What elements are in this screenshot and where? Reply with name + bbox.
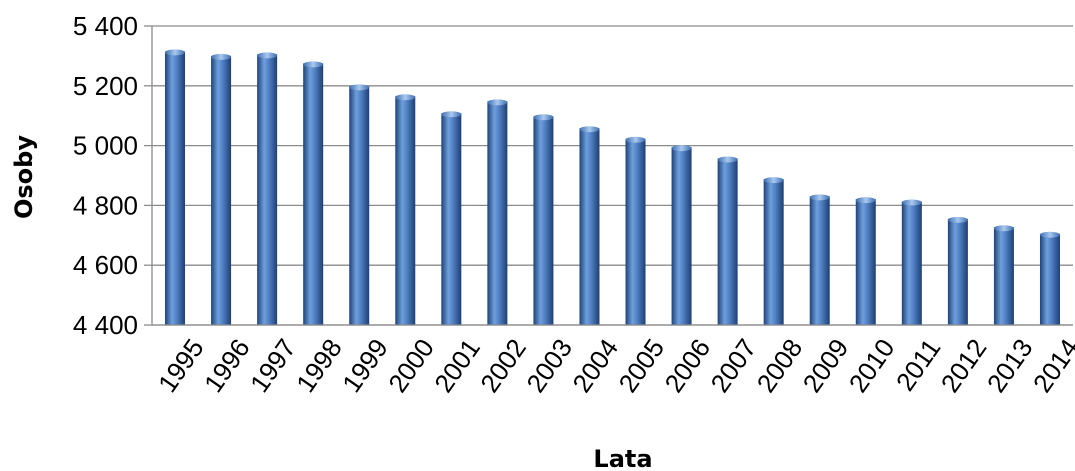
bar-cap — [441, 111, 462, 118]
bar-cap — [901, 199, 922, 206]
bar-cap — [763, 177, 784, 184]
x-tick-label: 2001 — [428, 333, 486, 398]
bar-body — [487, 101, 508, 326]
bar-cap — [395, 94, 416, 101]
gridlines — [152, 25, 1073, 326]
bar-body — [671, 147, 692, 325]
y-tick-label: 4 400 — [73, 310, 138, 340]
bar — [349, 84, 370, 325]
x-tick-label: 2009 — [797, 333, 855, 398]
bar-cap — [993, 225, 1014, 232]
bar — [487, 99, 508, 326]
bar — [579, 126, 600, 325]
y-axis-title: Osoby — [10, 135, 38, 219]
x-tick-label: 2010 — [843, 333, 901, 398]
bar-cap — [579, 126, 600, 133]
bar — [533, 114, 554, 325]
x-tick-label: 1998 — [290, 333, 348, 398]
x-axis: 1995199619971998199920002001200220032004… — [152, 324, 1075, 398]
bar — [257, 52, 278, 325]
bar-cap — [625, 136, 646, 143]
x-tick-label: 1996 — [198, 333, 256, 398]
bar-cap — [809, 194, 830, 201]
bar-body — [395, 96, 416, 325]
bar — [211, 53, 232, 326]
bar — [625, 136, 646, 325]
bar — [763, 177, 784, 325]
bar-body — [717, 158, 738, 325]
bar-body — [763, 179, 784, 325]
x-tick-label: 2012 — [935, 333, 993, 398]
bar-body — [441, 113, 462, 325]
bar — [165, 49, 186, 325]
y-axis: 4 400 4 600 4 800 5 000 5 200 5 400 — [73, 11, 153, 340]
bar-cap — [211, 53, 232, 60]
bar — [671, 145, 692, 325]
bar-cap — [1039, 231, 1060, 238]
bar-cap — [533, 114, 554, 121]
x-tick-label: 2006 — [658, 333, 716, 398]
x-tick-label: 1995 — [152, 333, 210, 398]
bar — [303, 61, 324, 325]
bar-cap — [487, 99, 508, 106]
bar-body — [947, 218, 968, 325]
bar — [993, 225, 1014, 325]
bar-cap — [349, 84, 370, 91]
x-tick-label: 1997 — [244, 333, 302, 398]
bar-body — [901, 201, 922, 325]
bar-body — [211, 55, 232, 326]
x-axis-title: Lata — [593, 445, 652, 471]
bar-body — [855, 199, 876, 325]
x-tick-label: 2008 — [751, 333, 809, 398]
bar-cap — [165, 49, 186, 56]
bar-body — [579, 128, 600, 325]
bar — [855, 197, 876, 325]
bar-cap — [303, 61, 324, 68]
x-tick-label: 2007 — [705, 333, 763, 398]
x-tick-label: 2005 — [612, 333, 670, 398]
x-tick-label: 2014 — [1027, 333, 1075, 398]
bar-body — [993, 227, 1014, 325]
bar-cap — [257, 52, 278, 59]
bar — [1039, 231, 1060, 325]
bar-body — [533, 116, 554, 325]
x-tick-label: 2000 — [382, 333, 440, 398]
bar-body — [1039, 233, 1060, 325]
bar-body — [165, 51, 186, 325]
bar — [717, 156, 738, 325]
x-tick-label: 2003 — [520, 333, 578, 398]
x-tick-label: 2002 — [474, 333, 532, 398]
x-tick-label: 1999 — [336, 333, 394, 398]
bar-body — [257, 54, 278, 325]
x-tick-label: 2011 — [890, 333, 947, 396]
y-tick-label: 5 000 — [73, 131, 138, 161]
x-tick-label: 2013 — [981, 333, 1039, 398]
bar-cap — [947, 216, 968, 223]
bar-body — [303, 63, 324, 325]
y-tick-label: 4 600 — [73, 250, 138, 280]
bar — [395, 94, 416, 325]
bar-body — [625, 138, 646, 325]
bar-body — [349, 86, 370, 325]
y-tick-label: 4 800 — [73, 190, 138, 220]
bar — [809, 194, 830, 325]
bar-cap — [855, 197, 876, 204]
y-tick-label: 5 400 — [73, 11, 138, 41]
bar — [901, 199, 922, 325]
bars — [165, 49, 1060, 326]
bar-cap — [671, 145, 692, 152]
x-tick-label: 2004 — [566, 333, 624, 398]
y-tick-label: 5 200 — [73, 71, 138, 101]
bar — [947, 216, 968, 325]
bar-body — [809, 196, 830, 325]
bar — [441, 111, 462, 325]
bar-cap — [717, 156, 738, 163]
